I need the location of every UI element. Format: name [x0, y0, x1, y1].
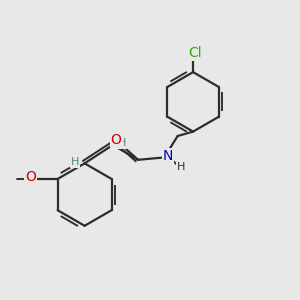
Text: O: O [111, 134, 122, 148]
Text: H: H [71, 157, 79, 167]
Text: Cl: Cl [188, 46, 201, 60]
Text: O: O [25, 170, 36, 184]
Text: H: H [118, 139, 127, 148]
Text: H: H [176, 162, 185, 172]
Text: N: N [163, 149, 173, 163]
